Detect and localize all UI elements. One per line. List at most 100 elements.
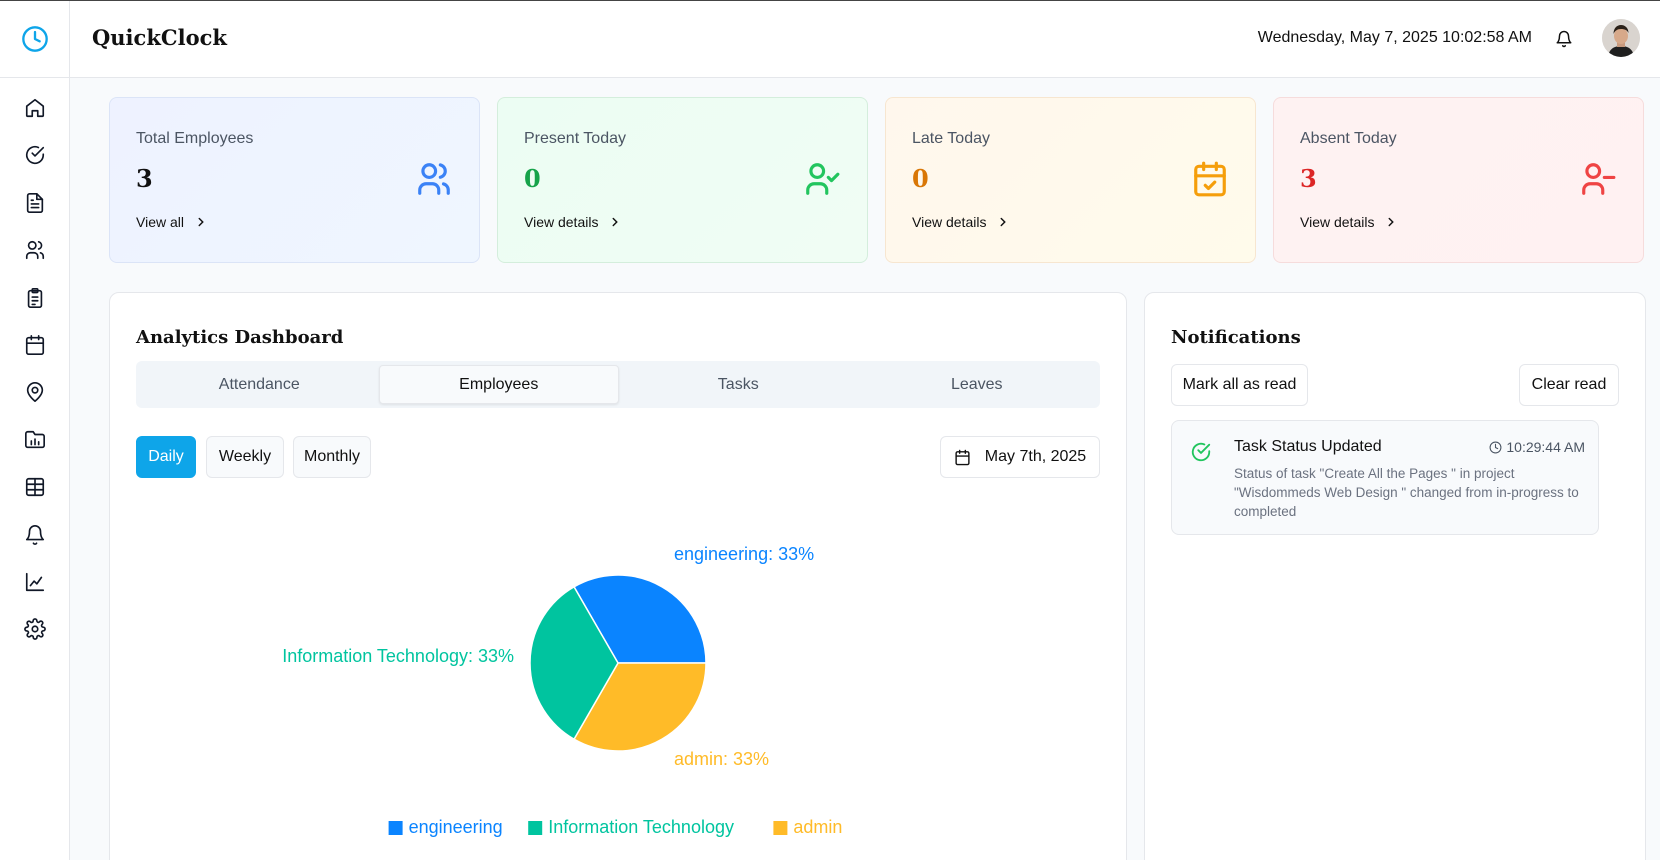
settings-icon <box>23 618 46 641</box>
tab-employees[interactable]: Employees <box>378 365 619 404</box>
pie-label-engineering: engineering: 33% <box>674 544 814 564</box>
sidebar-item-tasks[interactable] <box>15 135 55 175</box>
sidebar-item-notifications[interactable] <box>15 515 55 555</box>
selected-date: May 7th, 2025 <box>984 448 1087 465</box>
tab-tasks[interactable]: Tasks <box>717 375 759 393</box>
period-monthly-button[interactable]: Monthly <box>293 436 371 478</box>
link-label: View details <box>1300 214 1375 230</box>
date-picker-button[interactable]: May 7th, 2025 <box>940 436 1100 478</box>
chevron-right-icon <box>198 217 204 227</box>
sidebar-item-employees[interactable] <box>15 230 55 270</box>
stat-icon <box>1191 160 1229 198</box>
legend-label-information-technology[interactable]: Information Technology <box>548 817 734 837</box>
legend-swatch-information-technology <box>528 821 543 835</box>
legend-swatch-admin <box>773 821 788 835</box>
link-label: View details <box>912 214 987 230</box>
calendar-icon <box>25 334 44 355</box>
stat-value: 0 <box>912 164 929 193</box>
check-circle-icon <box>25 146 44 165</box>
view-details-link[interactable]: View details <box>524 214 622 230</box>
table-icon <box>25 478 44 497</box>
sidebar-item-settings[interactable] <box>15 609 55 649</box>
user-avatar[interactable] <box>1602 19 1640 57</box>
stat-icon <box>1579 160 1617 198</box>
pie-slice-admin[interactable] <box>572 662 707 752</box>
mark-all-read-button[interactable]: Mark all as read <box>1171 364 1308 406</box>
notification-time: 10:29:44 AM <box>1489 439 1585 455</box>
stat-value: 0 <box>524 164 541 193</box>
sidebar-item-projects[interactable] <box>15 420 55 460</box>
link-label: View all <box>136 214 184 230</box>
stat-label: Total Employees <box>136 130 254 147</box>
stat-card-total-employees: Total Employees 3 View all <box>109 97 480 263</box>
stat-card-present-today: Present Today 0 View details <box>497 97 868 263</box>
calendar-check-icon <box>1194 161 1226 197</box>
sidebar-item-documents[interactable] <box>15 183 55 223</box>
check-circle-icon <box>1190 441 1212 463</box>
stat-label: Late Today <box>912 130 990 147</box>
employees-pie-chart: engineering: 33% admin: 33% Information Te… <box>136 493 1100 860</box>
map-pin-icon <box>26 382 43 403</box>
pie-slice-information-technology[interactable] <box>529 585 619 741</box>
stat-value: 3 <box>136 164 153 193</box>
clear-read-button[interactable]: Clear read <box>1519 364 1619 406</box>
legend-label-admin[interactable]: admin <box>793 817 842 837</box>
legend-label-engineering[interactable]: engineering <box>409 817 503 837</box>
stat-icon <box>415 160 453 198</box>
user-check-icon <box>806 163 840 195</box>
current-datetime: Wednesday, May 7, 2025 10:02:58 AM <box>1257 29 1532 46</box>
sidebar-item-calendar[interactable] <box>15 325 55 365</box>
top-header: QuickClock Wednesday, May 7, 2025 10:02:… <box>70 1 1660 78</box>
clock-icon <box>21 26 48 52</box>
sidebar-item-reports[interactable] <box>15 278 55 318</box>
document-icon <box>26 192 43 213</box>
tab-attendance[interactable]: Attendance <box>218 375 300 393</box>
sidebar-item-home[interactable] <box>15 88 55 128</box>
notifications-title: Notifications <box>1171 327 1301 348</box>
analytics-panel: Analytics Dashboard Attendance Employees… <box>109 292 1127 860</box>
stat-label: Absent Today <box>1300 130 1397 147</box>
sidebar-item-timesheet[interactable] <box>15 467 55 507</box>
chevron-right-icon <box>1388 217 1395 227</box>
notification-item[interactable]: Task Status Updated 10:29:44 AM Status o… <box>1171 420 1599 535</box>
sidebar-item-analytics[interactable] <box>15 562 55 602</box>
clipboard-icon <box>27 287 42 308</box>
tab-leaves[interactable]: Leaves <box>950 375 1003 393</box>
view-details-link[interactable]: View details <box>1300 214 1398 230</box>
pie-chart-svg: engineering: 33% admin: 33% Information Te… <box>282 544 842 837</box>
chevron-right-icon <box>612 217 619 227</box>
user-minus-icon <box>1582 163 1616 195</box>
view-all-link[interactable]: View all <box>136 214 208 230</box>
calendar-icon <box>955 449 970 465</box>
sidebar <box>0 1 70 860</box>
stat-value: 3 <box>1300 164 1317 193</box>
users-icon <box>418 163 450 195</box>
stat-label: Present Today <box>524 130 626 147</box>
users-icon <box>25 241 44 260</box>
view-details-link[interactable]: View details <box>912 214 1010 230</box>
clock-icon <box>1489 441 1502 453</box>
pie-label-admin: admin: 33% <box>674 749 769 769</box>
folder-chart-icon <box>24 430 45 448</box>
notifications-button[interactable] <box>1552 27 1576 51</box>
pie-slice-engineering[interactable] <box>572 574 707 664</box>
notifications-panel: Notifications Mark all as read Clear rea… <box>1144 292 1646 860</box>
app-title: QuickClock <box>92 25 227 50</box>
notification-message: Status of task "Create All the Pages " i… <box>1234 466 1579 519</box>
period-weekly-button[interactable]: Weekly <box>206 436 284 478</box>
stat-card-late-today: Late Today 0 View details <box>885 97 1256 263</box>
sidebar-item-locations[interactable] <box>15 372 55 412</box>
bell-icon <box>25 524 44 545</box>
analytics-tabs: Attendance Employees Tasks Leaves <box>136 361 1100 408</box>
home-icon <box>25 98 44 118</box>
stat-icon <box>803 160 841 198</box>
pie-label-information-technology: Information Technology: 33% <box>282 646 514 666</box>
line-chart-icon <box>25 572 44 591</box>
chevron-right-icon <box>1000 217 1007 227</box>
stat-card-absent-today: Absent Today 3 View details <box>1273 97 1644 263</box>
notification-time-text: 10:29:44 AM <box>1506 439 1585 455</box>
legend-swatch-engineering <box>388 821 403 835</box>
app-logo[interactable] <box>0 1 69 78</box>
period-daily-button[interactable]: Daily <box>136 436 196 478</box>
sidebar-nav <box>0 78 69 657</box>
